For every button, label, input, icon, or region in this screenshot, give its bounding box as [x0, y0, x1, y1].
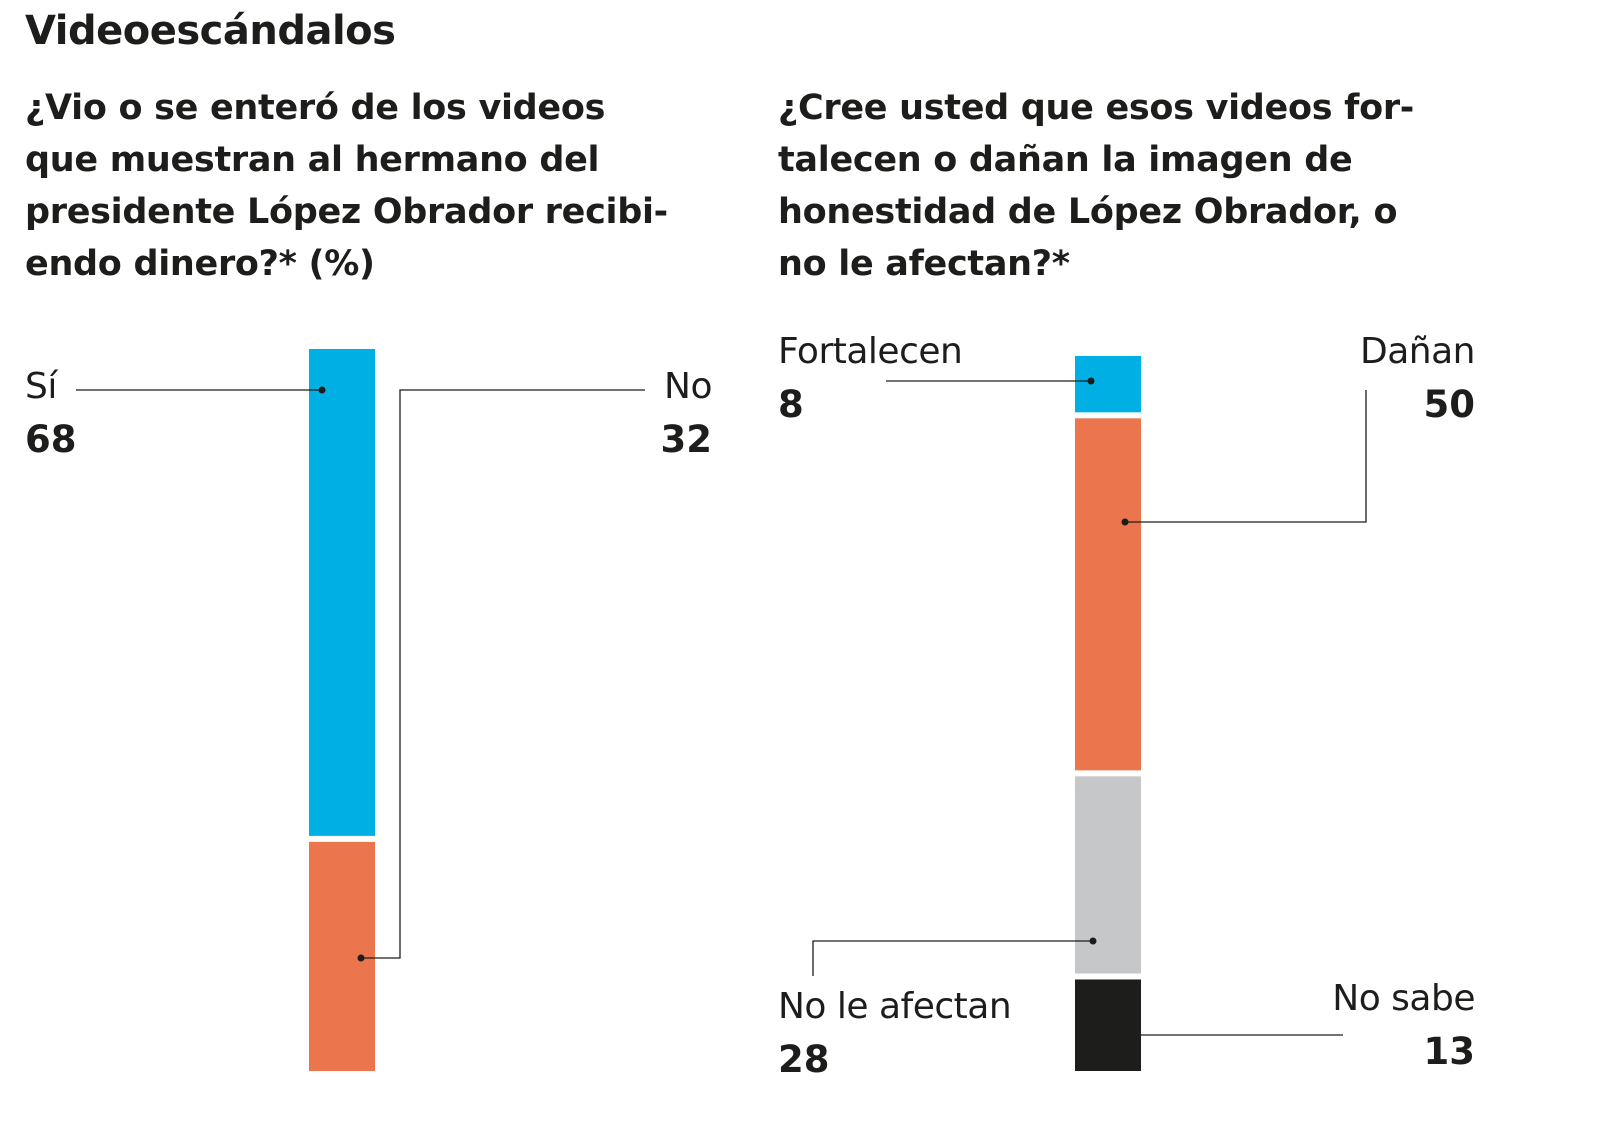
dot-no-le-afectan: [1089, 937, 1097, 945]
label-no: No: [664, 366, 712, 407]
label-no-le-afectan: No le afectan: [778, 986, 1012, 1027]
value-danan: 50: [1423, 383, 1476, 426]
label-no-sabe: No sabe: [1332, 978, 1475, 1019]
dot-no: [357, 954, 365, 962]
chart1-bar-segment-1: [309, 841, 375, 1071]
chart2-bar-segment-0: [1075, 356, 1141, 413]
label-si: Sí: [25, 366, 57, 407]
leader-no: [361, 389, 645, 959]
dot-si: [318, 386, 326, 394]
chart2-question-line: no le afectan?*: [778, 244, 1070, 284]
dot-fortalecen: [1087, 377, 1095, 385]
leader-no-le-afectan: [812, 940, 1093, 976]
dot-danan: [1121, 518, 1129, 526]
value-fortalecen: 8: [778, 383, 804, 426]
leader-danan: [1125, 390, 1367, 523]
chart2-bar-segment-3: [1075, 979, 1141, 1071]
chart1-question-line: presidente López Obrador recibi-: [25, 192, 668, 232]
value-no-sabe: 13: [1423, 1030, 1476, 1073]
chart1-question-line: endo dinero?* (%): [25, 244, 375, 284]
chart1-question-line: ¿Vio o se enteró de los videos: [25, 88, 606, 128]
value-no-le-afectan: 28: [778, 1038, 830, 1081]
chart2-bar-segment-1: [1075, 418, 1141, 771]
value-no: 32: [660, 418, 713, 461]
chart2-question-line: ¿Cree usted que esos videos for-: [778, 88, 1415, 128]
label-fortalecen: Fortalecen: [778, 331, 963, 372]
chart1-question-line: que muestran al hermano del: [25, 140, 600, 180]
chart2-question-line: honestidad de López Obrador, o: [778, 192, 1398, 232]
value-si: 68: [25, 418, 77, 461]
chart1-bar-segment-0: [309, 349, 375, 836]
chart2-question: ¿Cree usted que esos videos for- talecen…: [778, 82, 1414, 290]
chart2-question-line: talecen o dañan la imagen de: [778, 140, 1353, 180]
label-danan: Dañan: [1360, 331, 1475, 372]
chart1-question: ¿Vio o se enteró de los videos que muest…: [25, 82, 668, 290]
main-title: Videoescándalos: [25, 8, 396, 54]
chart2-bar-segment-2: [1075, 776, 1141, 974]
